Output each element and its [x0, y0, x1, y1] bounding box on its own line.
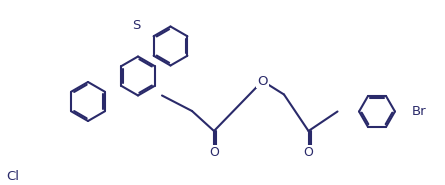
Text: Cl: Cl [7, 169, 20, 182]
Text: S: S [132, 19, 140, 32]
Text: O: O [257, 75, 268, 88]
Text: O: O [209, 146, 219, 159]
Text: O: O [303, 146, 313, 159]
Text: Br: Br [412, 105, 426, 117]
